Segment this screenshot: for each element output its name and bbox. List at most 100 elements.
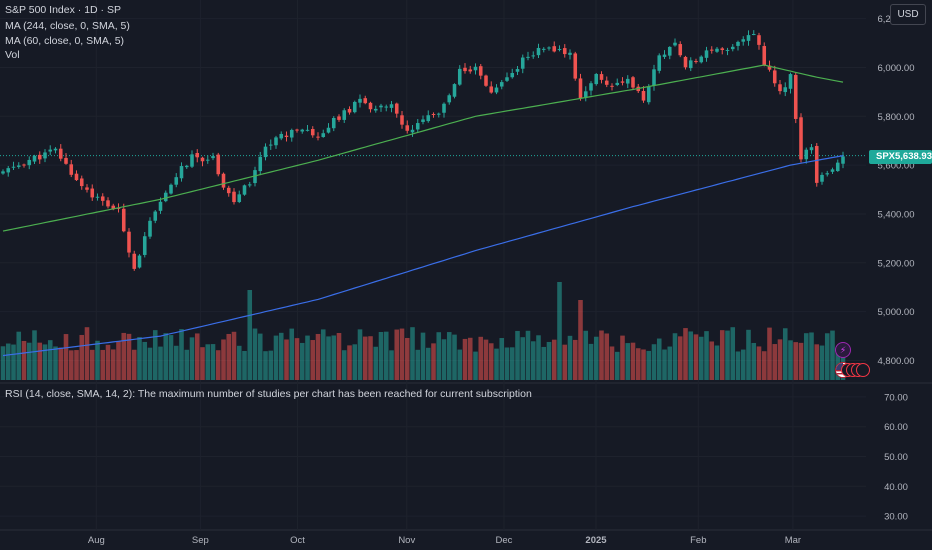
grid-lines <box>0 155 932 531</box>
volume-bar <box>436 332 442 380</box>
candle-body <box>415 123 420 130</box>
candle-body <box>53 148 58 151</box>
candle-body <box>820 174 824 182</box>
volume-bar <box>719 330 725 380</box>
volume-bar <box>599 330 604 380</box>
volume-bar <box>263 351 268 380</box>
chart-title[interactable]: S&P 500 Index · 1D · SP <box>5 4 121 16</box>
candle-body <box>772 70 777 84</box>
candle-body <box>326 127 331 133</box>
candle-body <box>321 133 326 138</box>
candle-body <box>646 86 651 103</box>
candle-body <box>478 66 483 76</box>
volume-bar <box>236 345 242 380</box>
legend-volume[interactable]: Vol <box>5 49 20 61</box>
volume-bar <box>179 329 184 380</box>
price-tick-label: 5,400.00 <box>878 209 915 220</box>
candle-body <box>541 48 546 50</box>
volume-bar <box>593 336 599 380</box>
volume-bar <box>688 331 694 380</box>
candle-body <box>43 152 47 159</box>
volume-bar <box>63 334 69 380</box>
volume-bar <box>740 349 746 380</box>
candle-body <box>515 69 520 72</box>
candle-body <box>284 135 289 138</box>
candle-body <box>79 178 84 187</box>
candle-body <box>32 155 37 162</box>
volume-bar <box>310 340 316 380</box>
candle-body <box>625 78 630 84</box>
candle-body <box>751 34 756 36</box>
candle-body <box>211 156 215 159</box>
volume-bar <box>515 330 520 380</box>
currency-button[interactable]: USD <box>890 4 926 25</box>
volume-bar <box>499 338 505 380</box>
volume-bar <box>362 336 368 380</box>
volume-bar <box>641 349 646 380</box>
candle-body <box>736 41 740 46</box>
candle-body <box>174 177 179 185</box>
legend-ma-60[interactable]: MA (60, close, 0, SMA, 5) <box>5 35 125 47</box>
candle-body <box>169 184 173 194</box>
volume-bar <box>551 339 557 380</box>
flash-icon[interactable]: ⚡ <box>835 342 851 358</box>
legend-ma-244[interactable]: MA (244, close, 0, SMA, 5) <box>5 20 130 32</box>
candle-body <box>289 129 294 138</box>
volume-bar <box>410 327 415 380</box>
volume-bar <box>431 343 436 380</box>
candle-body <box>484 75 488 86</box>
volume-bar <box>662 349 667 380</box>
candle-body <box>757 35 761 45</box>
price-tick-label: 5,200.00 <box>878 258 915 269</box>
volume-bar <box>315 333 321 380</box>
time-tick-label: Aug <box>88 535 105 546</box>
volume-bar <box>725 330 730 380</box>
candle-body <box>715 48 719 52</box>
candle-body <box>436 113 441 115</box>
volume-bar <box>667 346 673 380</box>
candle-body <box>447 95 452 103</box>
candle-body <box>457 68 462 85</box>
volume-bar <box>520 337 526 380</box>
candle-body <box>310 129 315 136</box>
candle-body <box>216 154 221 175</box>
volume-bar <box>368 336 373 380</box>
volume-bar <box>709 341 715 380</box>
volume-bar <box>840 342 846 380</box>
candle-body <box>799 117 803 160</box>
volume-bar <box>798 342 804 380</box>
volume-bar <box>79 334 85 380</box>
event-marker[interactable] <box>856 363 870 377</box>
volume-bar <box>525 330 531 380</box>
volume-bar <box>100 349 106 380</box>
candle-body <box>825 173 830 175</box>
axis-labels: 6,200.006,000.005,800.005,600.005,400.00… <box>88 14 915 546</box>
volume-bar <box>483 339 489 380</box>
rsi-tick-label: 70.00 <box>884 392 908 403</box>
candle-body <box>400 115 404 125</box>
moving-averages <box>2 64 844 357</box>
volume-bar <box>578 300 583 380</box>
volume-bar <box>425 347 431 380</box>
volume-bar <box>656 338 662 380</box>
volume-bar <box>604 333 610 380</box>
volume-bar <box>305 335 310 380</box>
candle-body <box>279 133 284 139</box>
volume-bar <box>168 335 174 380</box>
time-tick-label: Dec <box>496 535 513 546</box>
volume-bar <box>735 351 741 380</box>
candle-body <box>85 187 89 190</box>
candle-body <box>610 85 614 87</box>
volume-bar <box>242 350 247 380</box>
volume-bar <box>5 343 11 380</box>
last-price-value: 5,638.93 <box>895 151 932 162</box>
candle-body <box>6 168 11 173</box>
volume-bar <box>420 332 426 380</box>
volume-bar <box>635 348 641 380</box>
volume-bar <box>583 330 589 380</box>
volume-bar <box>782 328 788 380</box>
last-price-symbol: SPX <box>876 151 896 162</box>
candle-body <box>725 49 730 51</box>
volume-bar <box>509 347 515 380</box>
